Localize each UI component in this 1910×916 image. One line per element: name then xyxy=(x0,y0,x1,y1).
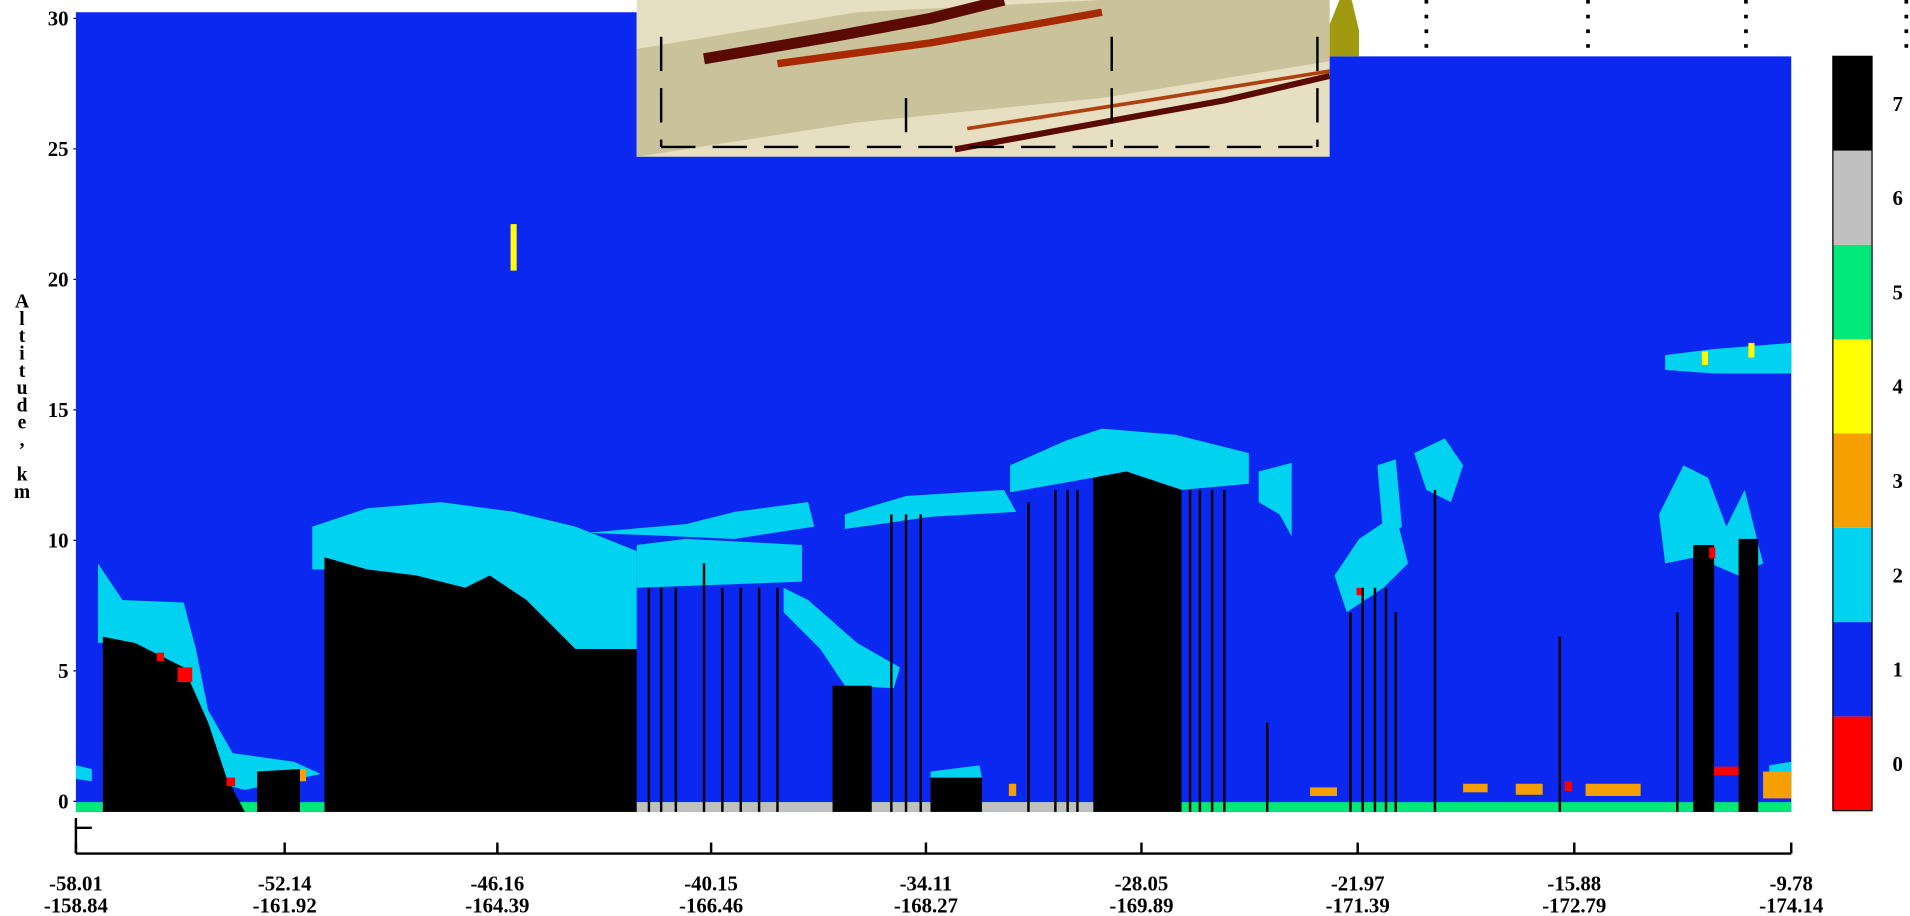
y-tick-label: 15 xyxy=(48,398,69,422)
axis-line xyxy=(74,818,1792,855)
x-tick-label-second: -161.92 xyxy=(253,893,317,916)
cloud xyxy=(75,342,1792,790)
map-dots xyxy=(1424,0,1909,57)
x-tick-label: -34.11 xyxy=(900,871,953,895)
y-tick-label: 25 xyxy=(48,137,69,161)
y-tick-label: 30 xyxy=(48,7,69,31)
x-tick-label-second: -174.14 xyxy=(1759,893,1824,916)
colorbar-frame xyxy=(1832,55,1873,812)
map-land xyxy=(1329,0,1360,57)
colorbar-cell xyxy=(1832,244,1873,340)
map-ridge xyxy=(703,0,1006,65)
colorbar-cell xyxy=(1832,527,1873,623)
map-ridge xyxy=(954,72,1331,153)
colorbar-cell xyxy=(1832,56,1873,151)
x-tick-label: -52.14 xyxy=(258,871,312,895)
map-ridge xyxy=(776,8,1103,68)
feature-field xyxy=(75,0,1909,812)
colorbar-cell xyxy=(1832,716,1873,811)
x-tick-label: -40.15 xyxy=(684,871,738,895)
colorbar-label: 3 xyxy=(1893,469,1903,493)
colorbar-label: 6 xyxy=(1893,186,1903,210)
map-grid xyxy=(659,36,1319,149)
y-tick-label: 0 xyxy=(58,790,68,814)
colorbar-label: 2 xyxy=(1893,563,1903,587)
x-tick-label-second: -168.27 xyxy=(894,893,958,916)
x-tick-label-second: -166.46 xyxy=(679,893,743,916)
y-tick-label: 10 xyxy=(48,529,69,553)
colorbar-label: 7 xyxy=(1893,92,1903,116)
colorbar-label: 0 xyxy=(1893,752,1903,776)
feature-bits xyxy=(156,224,1792,799)
x-tick-label: -46.16 xyxy=(471,871,525,895)
x-tick-label-second: -164.39 xyxy=(465,893,529,916)
colorbar-label: 4 xyxy=(1893,375,1904,399)
x-tick-label-second: -172.79 xyxy=(1542,893,1606,916)
x-tick-label-second: -158.84 xyxy=(44,893,109,916)
x-tick-label-second: -171.39 xyxy=(1326,893,1390,916)
colorbar: 0 1 2 3 4 5 6 7 xyxy=(1832,55,1904,812)
x-tick-label: -9.78 xyxy=(1770,871,1813,895)
colorbar-cell xyxy=(1832,622,1873,717)
attenuated xyxy=(102,471,1759,812)
colorbar-cell xyxy=(1832,433,1873,528)
x-tick-label-second: -169.89 xyxy=(1109,893,1173,916)
y-axis-label: Altitude, km xyxy=(12,291,33,499)
x-tick-label: -28.05 xyxy=(1115,871,1169,895)
colorbar-cell xyxy=(1832,150,1873,245)
map-ridge xyxy=(966,69,1330,131)
x-tick-label: -15.88 xyxy=(1547,871,1601,895)
colorbar-label: 1 xyxy=(1893,658,1903,682)
colorbar-label: 5 xyxy=(1893,280,1903,304)
y-tick-label: 20 xyxy=(48,268,69,292)
x-tick-label: -58.01 xyxy=(49,871,103,895)
x-tick-label: -21.97 xyxy=(1331,871,1385,895)
y-tick-label: 5 xyxy=(58,659,68,683)
attenuated-columns xyxy=(647,489,1679,812)
colorbar-cell xyxy=(1832,339,1873,434)
